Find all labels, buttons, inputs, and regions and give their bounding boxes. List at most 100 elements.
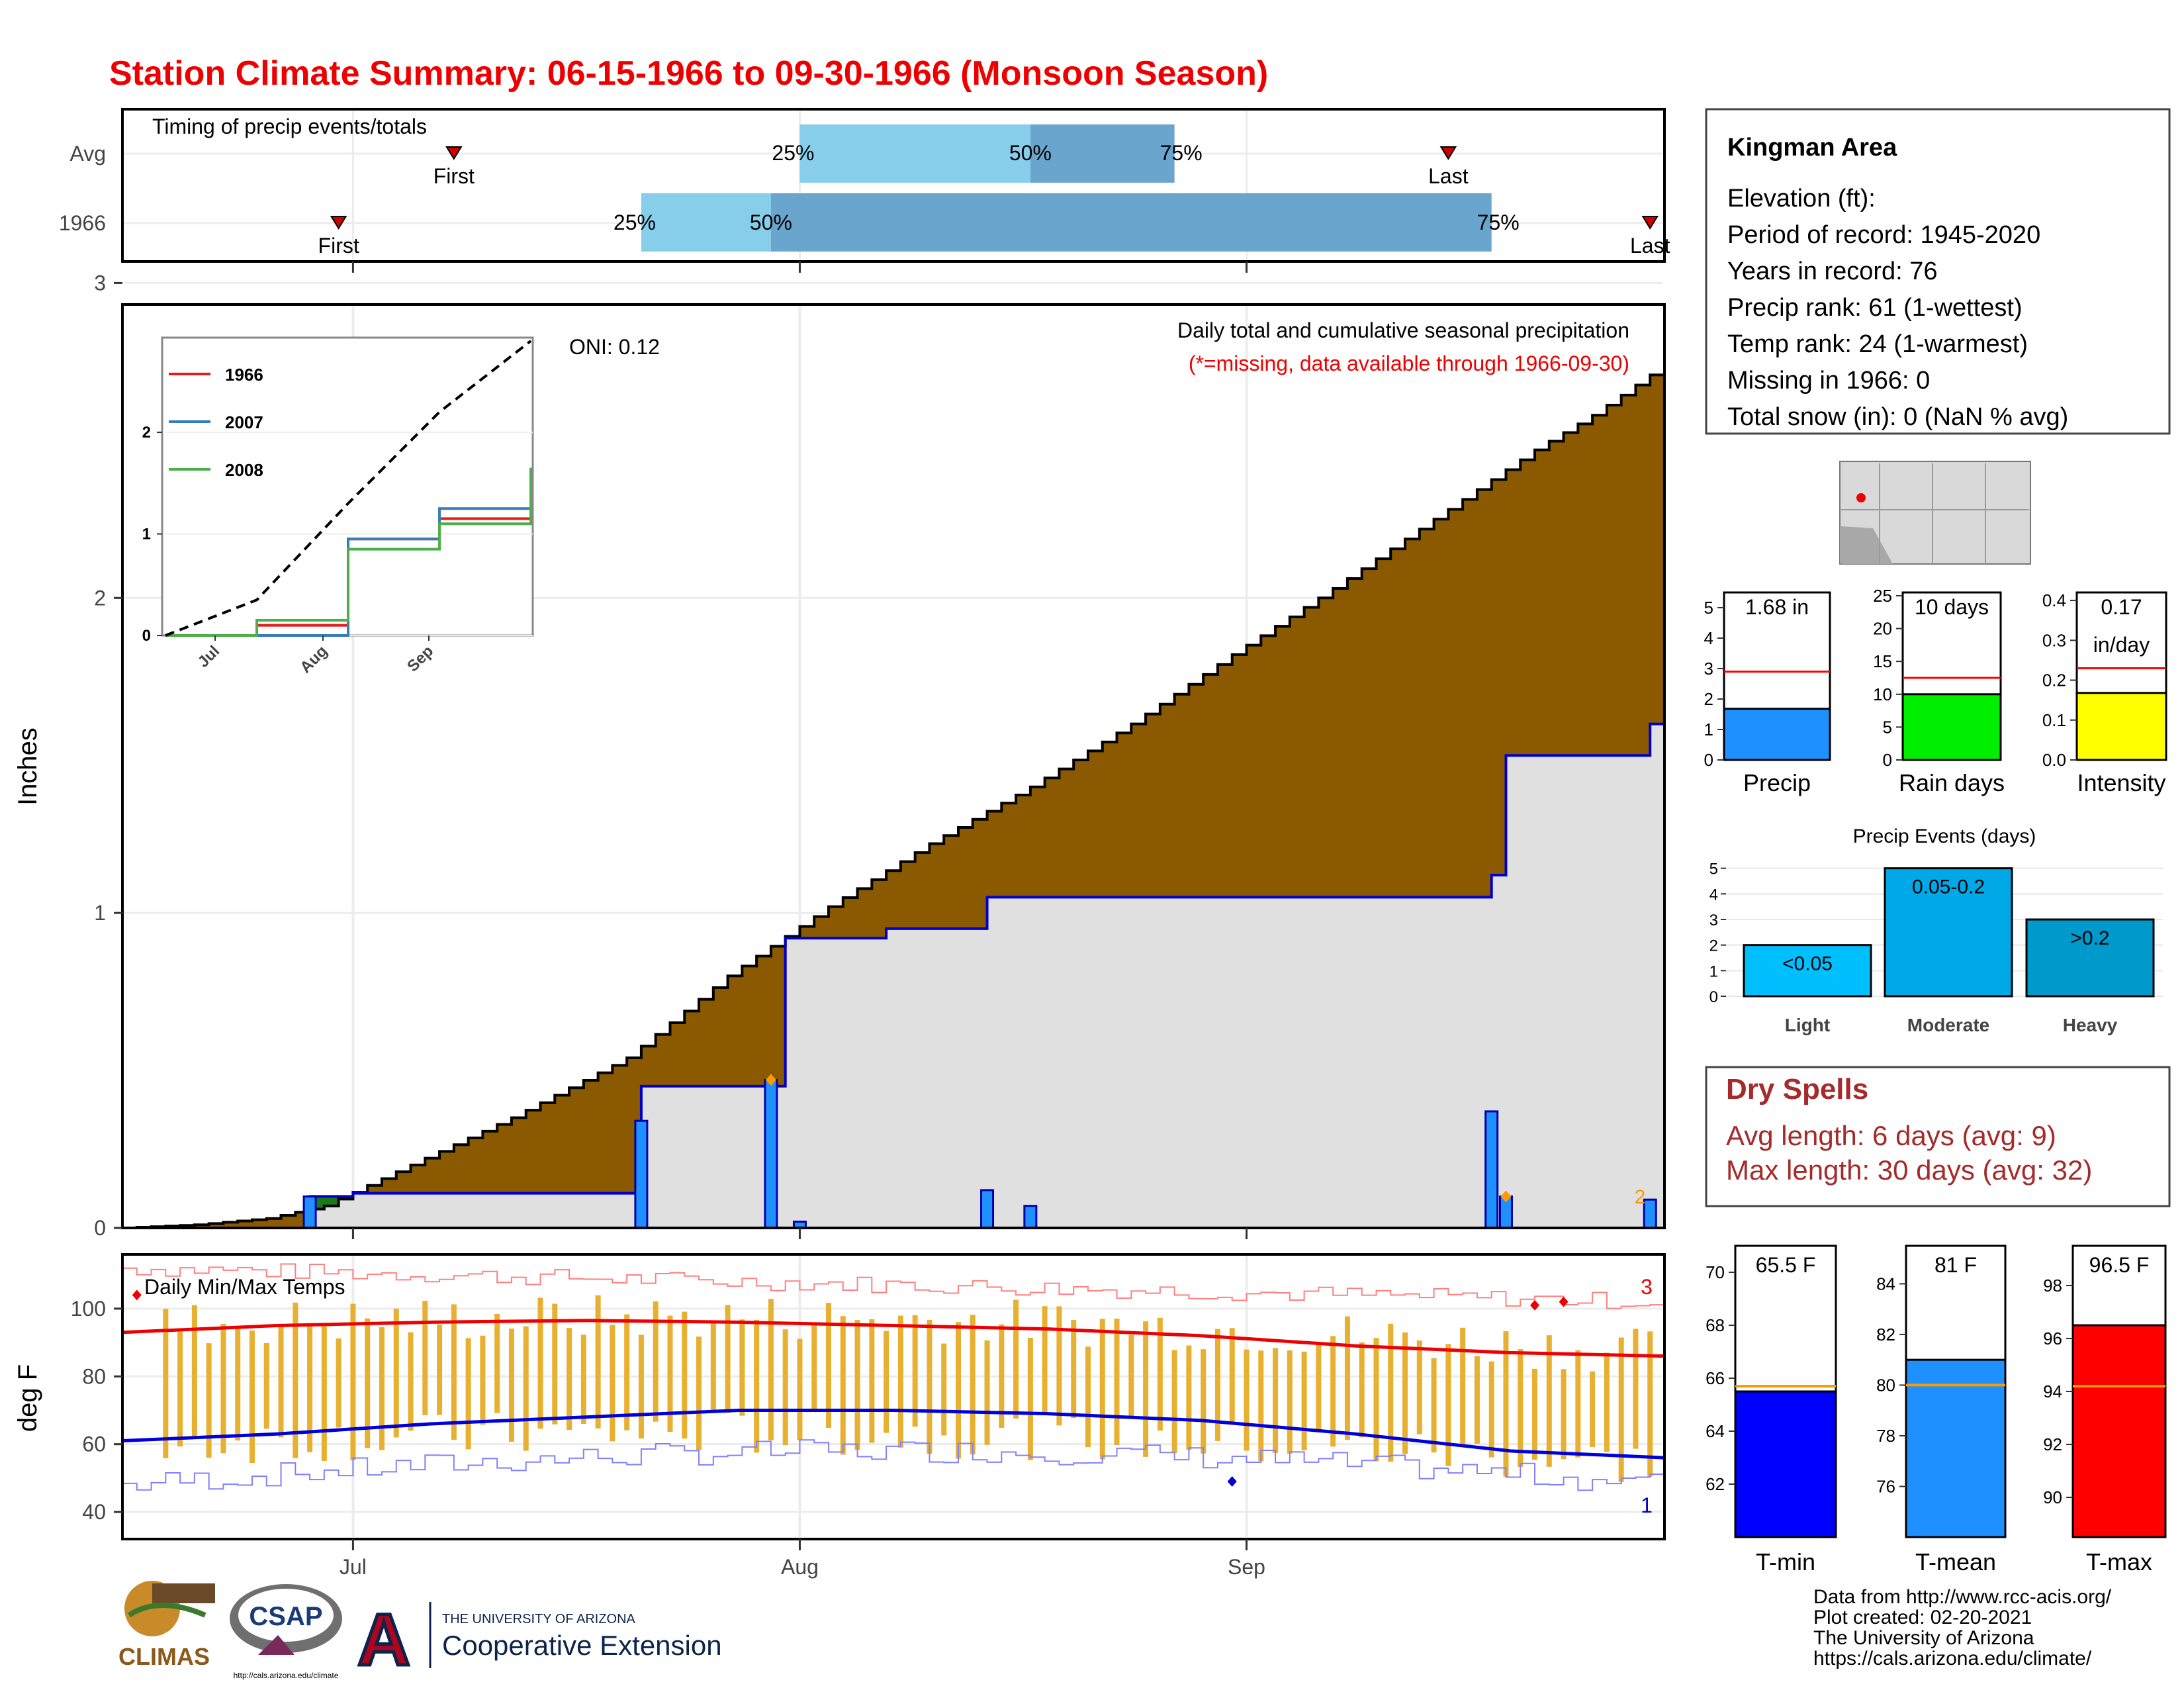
daily-temp-bar (955, 1322, 961, 1459)
mini-label-0: Precip (1743, 769, 1811, 796)
timing-row-label-1966: 1966 (59, 211, 106, 235)
temp-summary-ytick-label-0-1: 64 (1706, 1421, 1725, 1441)
daily-temp-bar (177, 1331, 183, 1447)
deficit-fill (1059, 769, 1074, 898)
daily-temp-bar (1013, 1299, 1019, 1419)
daily-temp-bar (1258, 1350, 1264, 1462)
mini-value-2: 0.17 (2101, 595, 2142, 619)
precip-panel: 0 1 2 3 Inches ONI: 0.12 Daily total and cu… (13, 271, 1666, 1240)
deficit-fill (1016, 795, 1031, 898)
daily-temp-bar (1287, 1350, 1293, 1454)
locator-map (1839, 461, 2031, 565)
deficit-fill (1535, 449, 1550, 756)
daily-temp-bar (927, 1319, 933, 1454)
daily-temp-bar (667, 1315, 673, 1432)
precip-ytick-label-1: 1 (94, 901, 106, 925)
daily-temp-bar (336, 1338, 341, 1428)
daily-temp-bar (1431, 1358, 1437, 1453)
daily-temp-bar (1330, 1336, 1336, 1447)
precip-areas (122, 373, 1666, 1229)
dry-spells-avg: Avg length: 6 days (avg: 9) (1726, 1120, 2056, 1151)
missing-count: 2 (1635, 1186, 1646, 1208)
station-name: Kingman Area (1727, 134, 1897, 162)
temp-summary-ytick-label-2-1: 92 (2043, 1434, 2062, 1454)
cold-count: 1 (1641, 1493, 1653, 1517)
daily-temp-bar (984, 1340, 990, 1445)
deficit-fill (1203, 674, 1218, 898)
daily-precip-bar-5 (1023, 1205, 1038, 1229)
dry-spells-title: Dry Spells (1726, 1073, 1868, 1105)
events-ytick-label-0: 0 (1709, 988, 1718, 1006)
events-bar-label-0: <0.05 (1782, 953, 1833, 975)
daily-temp-bar (249, 1331, 255, 1464)
daily-temp-bar (379, 1327, 385, 1450)
daily-temp-bar (1561, 1369, 1567, 1460)
deficit-fill (468, 1138, 483, 1194)
station-info-box: Kingman Area Elevation (ft): Period of re… (1705, 108, 2171, 435)
timing-bar-q1-0 (799, 124, 1030, 183)
temp-panel-frame (121, 1253, 1666, 1540)
inset-lines (165, 340, 532, 637)
deficit-fill (497, 1124, 512, 1194)
events-inner: 0 1 2 3 4 5 <0.05 Light 0.05-0.2 Moderate >0.2 Heav… (1709, 861, 2163, 1035)
deficit-fill (872, 879, 887, 939)
timing-p50-label-0: 50% (1009, 141, 1052, 165)
deficit-fill (583, 1080, 599, 1194)
mini-ytick-label-1-3: 15 (1873, 651, 1892, 671)
deficit-fill (1390, 549, 1406, 898)
temp-xtick-label-0: Jul (340, 1555, 367, 1579)
daily-temp-bar (393, 1308, 399, 1438)
temp-summary-label-1: T-mean (1915, 1548, 1996, 1575)
deficit-fill (223, 1222, 238, 1228)
record-cold-marker (1227, 1476, 1237, 1487)
credit-line-4: https://cals.arizona.edu/climate/ (1813, 1648, 2092, 1669)
daily-temp-bar (912, 1315, 918, 1427)
station-line-0: Elevation (ft): (1727, 185, 1876, 212)
deficit-fill (598, 1072, 613, 1194)
normal-cumulative-line (122, 373, 1664, 1229)
daily-temp-bar (321, 1326, 327, 1461)
csap-logo-mountain (258, 1635, 295, 1655)
deficit-fill (612, 1065, 627, 1194)
inset-legend-label-1: 2007 (225, 412, 263, 432)
observed-cumulative-line (308, 698, 1666, 1228)
precip-panel-frame (121, 303, 1666, 1229)
mini-ytick-label-1-1: 5 (1883, 717, 1892, 737)
daily-temp-bar (451, 1304, 457, 1440)
daily-temp-bar (624, 1314, 630, 1430)
deficit-fill (900, 861, 916, 929)
daily-temp-bar (263, 1342, 269, 1429)
temp-summary-ytick-label-0-3: 68 (1706, 1315, 1725, 1335)
daily-temp-bar (797, 1338, 803, 1440)
avg-max-temp-line (122, 1319, 1665, 1358)
map-borders (1841, 463, 2029, 564)
daily-temp-bar (537, 1297, 543, 1429)
timing-bar-q2-0 (1030, 124, 1175, 183)
deficit-fill (1549, 441, 1565, 756)
daily-temp-bar (1316, 1342, 1322, 1432)
record-hot-marker-1 (1530, 1299, 1540, 1311)
events-ytick-label-4: 4 (1709, 886, 1718, 904)
mini-bar-0 (1723, 708, 1831, 761)
temp-series (122, 1263, 1665, 1491)
daily-temp-bar (465, 1338, 471, 1450)
temp-summary-ytick-label-1-2: 80 (1876, 1375, 1895, 1395)
deficit-fill (1563, 432, 1578, 756)
daily-temp-bar (638, 1335, 644, 1439)
daily-temp-bar (278, 1324, 284, 1438)
inset-ytick-label-2: 2 (142, 424, 151, 442)
mini-value-0: 1.68 in (1745, 595, 1809, 619)
mini-ytick-label-1-5: 25 (1873, 586, 1892, 606)
daily-temp-bar (754, 1320, 760, 1453)
deficit-fill (1419, 529, 1435, 898)
deficit-fill (1463, 499, 1478, 898)
deficit-fill (439, 1151, 455, 1194)
deficit-fill (1650, 375, 1665, 724)
mini-ytick-label-0-4: 4 (1704, 628, 1713, 648)
daily-temp-bar (1244, 1349, 1250, 1451)
deficit-fill (1275, 626, 1291, 898)
daily-temp-bar (1402, 1332, 1408, 1454)
temp-summary-ytick-label-1-4: 84 (1876, 1274, 1895, 1293)
daily-temp-bar (682, 1311, 688, 1439)
